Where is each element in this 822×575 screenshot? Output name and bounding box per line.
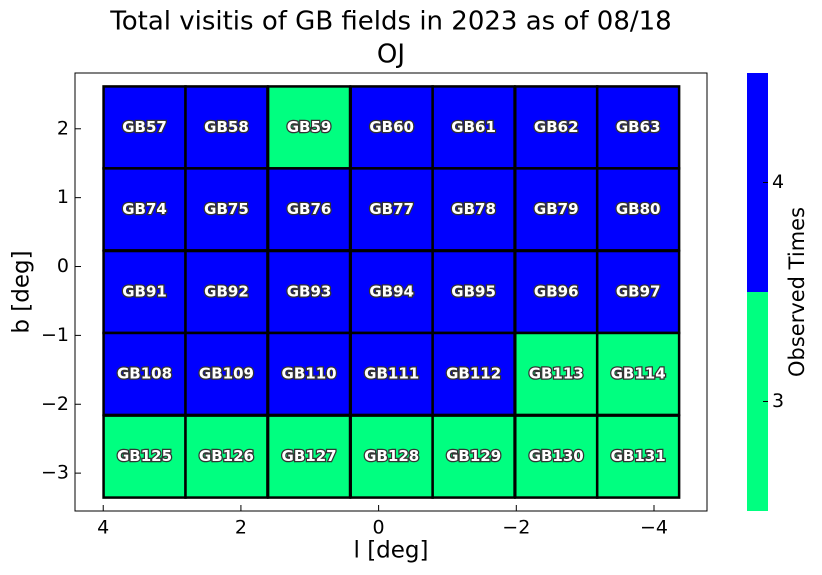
field-label: GB93 (287, 283, 332, 301)
field-label: GB74 (122, 200, 167, 218)
field-label: GB111 (364, 364, 419, 382)
field-label: GB80 (616, 200, 661, 218)
field-cell (102, 167, 187, 252)
x-tick-label: −4 (640, 517, 668, 539)
colorbar-tick-label: 4 (772, 171, 784, 193)
field-cell (266, 414, 352, 499)
field-label: GB92 (204, 283, 249, 301)
y-tick-label: −3 (41, 462, 69, 484)
field-label: GB91 (122, 283, 167, 301)
y-tick-label: 1 (57, 186, 69, 208)
field-label: GB61 (451, 118, 496, 136)
field-label: GB95 (451, 283, 496, 301)
field-label: GB62 (534, 118, 579, 136)
colorbar-tick-label: 3 (772, 390, 784, 412)
field-cell (514, 331, 599, 417)
field-label: GB130 (529, 447, 584, 465)
field-label: GB60 (369, 118, 414, 136)
x-axis-label: l [deg] (354, 538, 429, 564)
y-tick-label: 0 (57, 255, 69, 277)
field-cell (102, 331, 187, 417)
field-label: GB79 (534, 200, 579, 218)
field-label: GB109 (199, 364, 254, 382)
field-label: GB94 (369, 283, 414, 301)
field-label: GB126 (199, 447, 254, 465)
field-cell (595, 414, 681, 499)
y-tick-label: −1 (41, 324, 69, 346)
x-tick-label: 4 (97, 517, 109, 539)
field-label: GB110 (282, 364, 337, 382)
field-cell (595, 249, 681, 335)
x-tick-label: −2 (502, 517, 530, 539)
field-label: GB108 (117, 364, 172, 382)
field-cell (514, 414, 599, 499)
colorbar-label: Observed Times (785, 207, 809, 377)
field-label: GB75 (204, 200, 249, 218)
colorbar-segment (747, 292, 768, 511)
field-cell (266, 249, 352, 335)
x-tick-label: 0 (373, 517, 385, 539)
field-cell (184, 331, 269, 417)
field-label: GB113 (529, 364, 584, 382)
chart-title: Total visitis of GB fields in 2023 as of… (109, 7, 671, 37)
field-cell (102, 85, 187, 170)
chart-subtitle: OJ (377, 40, 405, 70)
field-label: GB77 (369, 200, 414, 218)
field-cell (595, 167, 681, 252)
field-label: GB131 (611, 447, 666, 465)
field-label: GB63 (616, 118, 661, 136)
field-label: GB129 (446, 447, 501, 465)
x-tick-label: 2 (235, 517, 247, 539)
field-cell (514, 85, 599, 170)
field-label: GB58 (204, 118, 249, 136)
field-label: GB59 (287, 118, 332, 136)
y-axis-label: b [deg] (9, 250, 35, 333)
field-label: GB97 (616, 283, 661, 301)
field-cell (102, 414, 187, 499)
field-label: GB57 (122, 118, 167, 136)
field-label: GB127 (282, 447, 337, 465)
field-label: GB78 (451, 200, 496, 218)
field-cell (431, 167, 516, 252)
y-tick-label: −2 (41, 393, 69, 415)
colorbar-segment (747, 73, 768, 292)
field-label: GB112 (446, 364, 501, 382)
field-cell (431, 249, 516, 335)
field-cell (184, 85, 269, 170)
field-label: GB76 (287, 200, 332, 218)
field-label: GB125 (117, 447, 172, 465)
field-label: GB96 (534, 283, 579, 301)
field-cell (514, 249, 599, 335)
y-tick-label: 2 (57, 117, 69, 139)
field-cell (266, 167, 352, 252)
field-cell (184, 249, 269, 335)
plot-frame (74, 72, 708, 512)
field-label: GB114 (611, 364, 666, 382)
field-label: GB128 (364, 447, 419, 465)
